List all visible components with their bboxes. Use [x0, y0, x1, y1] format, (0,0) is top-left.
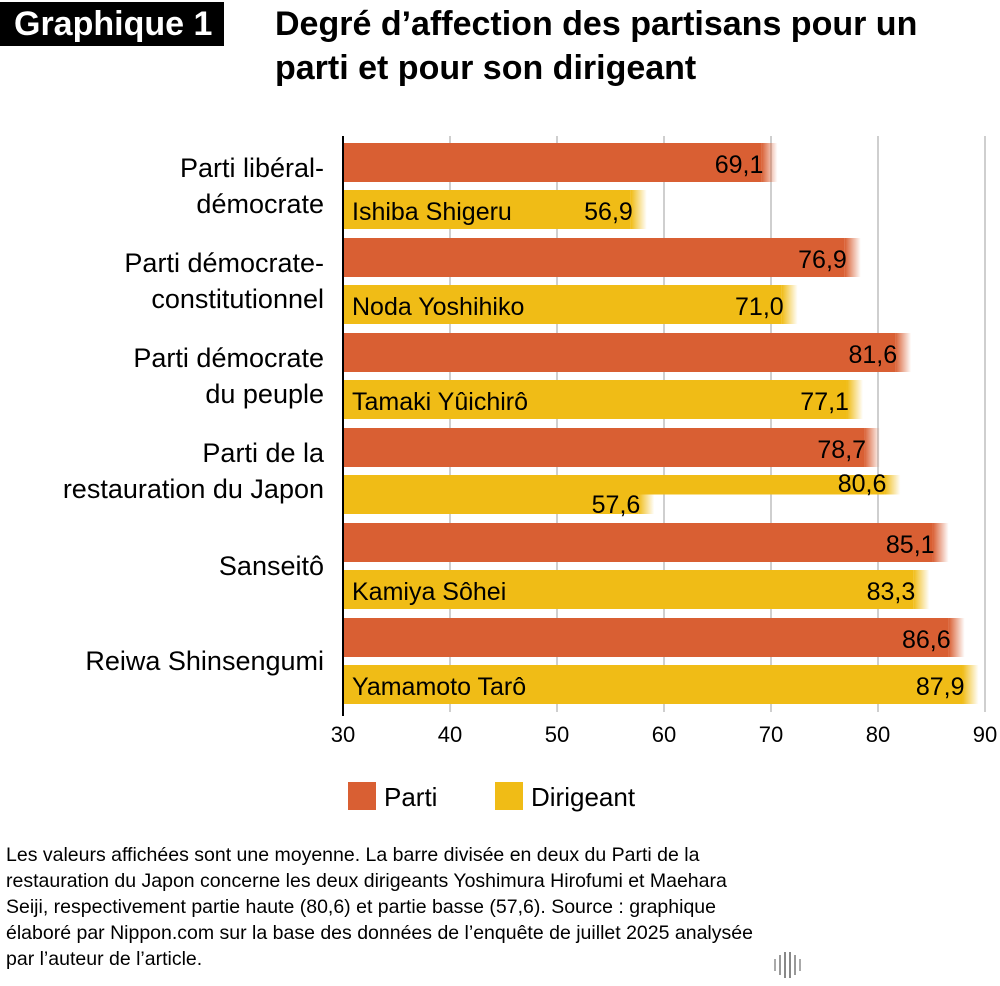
- x-tick-label: 90: [973, 722, 997, 747]
- bar-dirigeant: [343, 285, 782, 324]
- bar-parti: [343, 523, 933, 562]
- bar-parti: [343, 618, 949, 657]
- bar-dirigeant-fade: [781, 285, 798, 324]
- value-label-parti: 76,9: [798, 246, 847, 274]
- value-label-dirigeant: 56,9: [584, 198, 633, 226]
- category-label: Parti démocrate-: [124, 248, 324, 278]
- value-label-parti: 81,6: [848, 341, 897, 369]
- bar-chart: 30 40 50 60 70 80 90 69,1 56,9 Ishiba Shigeru Part…: [63, 136, 997, 812]
- bar-dirigeant-bottom: [343, 494, 639, 514]
- chart-title: Degré d’affection des partisans pour un …: [275, 5, 918, 87]
- figure-badge: Graphique 1: [0, 2, 225, 46]
- bar-dirigeant: [343, 380, 847, 419]
- bar-parti: [343, 333, 896, 372]
- bar-parti-fade: [932, 523, 949, 562]
- bar-dirigeant-fade: [962, 665, 979, 704]
- leader-name-label: Kamiya Sôhei: [352, 578, 506, 606]
- bar-dirigeant: [343, 570, 914, 609]
- bar-dirigeant-fade: [846, 380, 863, 419]
- x-tick-label: 70: [759, 722, 783, 747]
- footnote: Les valeurs affichées sont une moyenne. …: [6, 844, 753, 970]
- bar-parti: [343, 238, 845, 277]
- value-label-dirigeant: 77,1: [800, 388, 849, 416]
- logo-mark-icon: [774, 952, 801, 979]
- value-label-dirigeant: 83,3: [867, 578, 916, 606]
- bar-parti: [343, 143, 762, 182]
- value-label-dirigeant-top: 80,6: [838, 470, 887, 498]
- bar-parti-fade: [864, 428, 881, 467]
- category-label: restauration du Japon: [63, 474, 324, 504]
- x-tick-label: 30: [331, 722, 355, 747]
- bar-dirigeant-fade: [913, 570, 930, 609]
- value-label-parti: 86,6: [902, 626, 951, 654]
- nippon-logo: nippon.com: [772, 944, 1000, 986]
- legend-swatch-dirigeant: [495, 782, 523, 810]
- x-tick-label: 50: [545, 722, 569, 747]
- category-label: Parti libéral-: [180, 153, 324, 183]
- x-tick-label: 80: [866, 722, 890, 747]
- legend-label-parti: Parti: [384, 782, 437, 812]
- bar-dirigeant-bottom-fade: [638, 494, 655, 514]
- legend-label-dirigeant: Dirigeant: [531, 782, 636, 812]
- value-label-parti: 85,1: [886, 531, 935, 559]
- bar-parti-fade: [948, 618, 965, 657]
- value-label-dirigeant: 87,9: [916, 673, 965, 701]
- leader-name-label: Yamamoto Tarô: [352, 673, 526, 701]
- leader-name-label: Noda Yoshihiko: [352, 293, 524, 321]
- category-label: Parti de la: [202, 438, 325, 468]
- bar-dirigeant-fade: [630, 190, 647, 229]
- bar-parti-fade: [844, 238, 861, 277]
- value-label-parti: 78,7: [817, 436, 866, 464]
- category-label: du peuple: [205, 379, 324, 409]
- bar-dirigeant: [343, 190, 631, 229]
- x-tick-label: 40: [438, 722, 462, 747]
- category-label: Sanseitô: [219, 551, 324, 581]
- value-label-dirigeant-bottom: 57,6: [592, 491, 641, 519]
- bar-parti-fade: [895, 333, 912, 372]
- category-label: Parti démocrate: [133, 343, 324, 373]
- bar-dirigeant: [343, 665, 963, 704]
- bar-dirigeant-top: [343, 475, 885, 495]
- legend-swatch-parti: [348, 782, 376, 810]
- value-label-parti: 69,1: [715, 151, 764, 179]
- bar-parti: [343, 428, 865, 467]
- bar-parti-fade: [761, 143, 778, 182]
- leader-name-label: Tamaki Yûichirô: [352, 388, 528, 416]
- category-label: démocrate: [196, 189, 324, 219]
- leader-name-label: Ishiba Shigeru: [352, 198, 512, 226]
- category-label: Reiwa Shinsengumi: [85, 646, 324, 676]
- category-label: constitutionnel: [151, 284, 324, 314]
- bar-dirigeant-top-fade: [884, 475, 901, 495]
- x-tick-label: 60: [652, 722, 676, 747]
- value-label-dirigeant: 71,0: [735, 293, 784, 321]
